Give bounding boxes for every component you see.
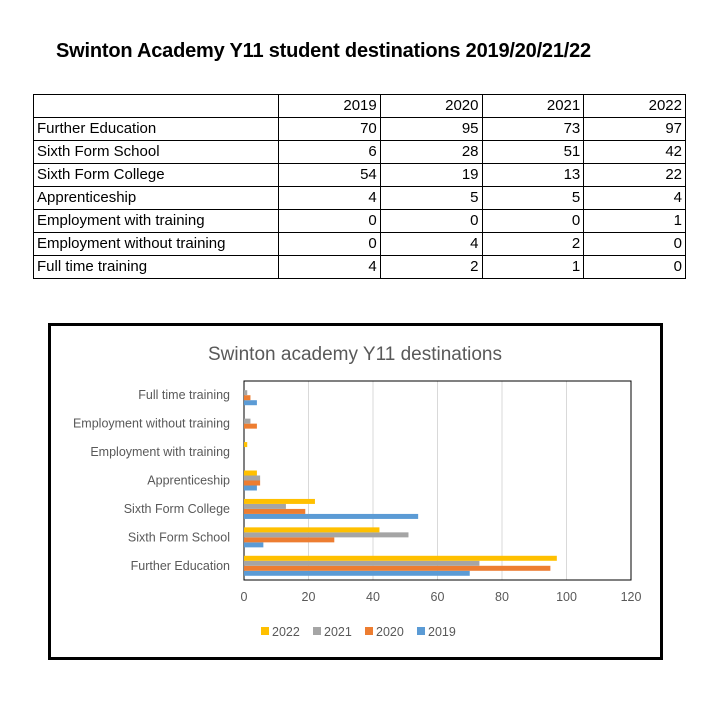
table-cell: 13 — [481, 163, 585, 187]
bar-2022-sixth-form-college — [244, 498, 315, 504]
bar-2020-sixth-form-college — [244, 508, 306, 514]
table-cell: 0 — [379, 209, 483, 233]
bar-2022-apprenticeship — [244, 470, 257, 476]
bar-2019-sixth-form-college — [244, 513, 419, 519]
destinations-table: 2019 2020 2021 2022 Further Education 70… — [33, 94, 686, 279]
table-cell: 95 — [379, 117, 483, 141]
chart-title: Swinton academy Y11 destinations — [208, 344, 502, 365]
bar-2022-sixth-form-school — [244, 527, 380, 533]
table-header-row: 2019 2020 2021 2022 — [33, 94, 686, 118]
bar-2021-further-education — [244, 560, 480, 566]
x-tick-label: 20 — [302, 590, 316, 604]
bar-2020-full-time-training — [244, 395, 251, 401]
legend-swatch-2021 — [313, 627, 321, 635]
row-label: Employment with training — [33, 209, 279, 233]
bar-2019-further-education — [244, 570, 470, 576]
page-heading: Swinton Academy Y11 student destinations… — [56, 40, 591, 62]
row-label: Sixth Form College — [33, 163, 279, 187]
table-cell: 5 — [379, 186, 483, 210]
table-cell: 19 — [379, 163, 483, 187]
bar-2019-sixth-form-school — [244, 542, 264, 548]
table-cell: 5 — [481, 186, 585, 210]
table-row: Further Education 70 95 73 97 — [33, 117, 686, 141]
row-label: Full time training — [33, 255, 279, 279]
table-row: Sixth Form School 6 28 51 42 — [33, 140, 686, 164]
chart-frame: Swinton academy Y11 destinations 0 20 40 60 8… — [48, 323, 663, 660]
x-tick-label: 0 — [241, 590, 248, 604]
bar-2021-employment-without-training — [244, 418, 251, 424]
table-cell: 0 — [278, 232, 381, 256]
category-label: Full time training — [138, 388, 230, 402]
row-label: Sixth Form School — [33, 140, 279, 164]
year-header-2020: 2020 — [379, 94, 483, 118]
legend-label-2021: 2021 — [324, 625, 352, 639]
category-label: Apprenticeship — [147, 474, 230, 488]
table-cell: 22 — [583, 163, 686, 187]
destinations-bar-chart: Swinton academy Y11 destinations 0 20 40 60 8… — [73, 344, 642, 639]
table-row: Sixth Form College 54 19 13 22 — [33, 163, 686, 187]
x-tick-label: 120 — [621, 590, 642, 604]
bar-2021-sixth-form-school — [244, 532, 409, 538]
bar-2020-apprenticeship — [244, 480, 261, 486]
table-cell: 73 — [481, 117, 585, 141]
bar-2019-full-time-training — [244, 400, 257, 406]
table-cell: 6 — [278, 140, 381, 164]
table-cell: 4 — [583, 186, 686, 210]
table-cell: 2 — [481, 232, 585, 256]
table-corner-cell — [33, 94, 279, 118]
legend-label-2019: 2019 — [428, 625, 456, 639]
table-cell: 0 — [481, 209, 585, 233]
bar-2020-employment-without-training — [244, 423, 257, 429]
table-cell: 4 — [379, 232, 483, 256]
table-cell: 2 — [379, 255, 483, 279]
table-cell: 1 — [481, 255, 585, 279]
table-cell: 97 — [583, 117, 686, 141]
year-header-2022: 2022 — [583, 94, 686, 118]
bar-2022-employment-with-training — [244, 442, 248, 448]
table-cell: 4 — [278, 255, 381, 279]
table-cell: 0 — [583, 255, 686, 279]
table-row: Employment with training 0 0 0 1 — [33, 209, 686, 233]
legend-swatch-2022 — [261, 627, 269, 635]
legend-swatch-2020 — [365, 627, 373, 635]
year-header-2021: 2021 — [481, 94, 585, 118]
table-cell: 28 — [379, 140, 483, 164]
table-row: Employment without training 0 4 2 0 — [33, 232, 686, 256]
bar-2020-further-education — [244, 565, 551, 571]
table-cell: 51 — [481, 140, 585, 164]
bar-2021-apprenticeship — [244, 475, 261, 481]
x-tick-label: 80 — [495, 590, 509, 604]
bar-2022-further-education — [244, 555, 557, 561]
legend-label-2020: 2020 — [376, 625, 404, 639]
year-header-2019: 2019 — [278, 94, 381, 118]
table-cell: 4 — [278, 186, 381, 210]
table-cell: 54 — [278, 163, 381, 187]
table-row: Full time training 4 2 1 0 — [33, 255, 686, 279]
category-label: Further Education — [131, 559, 230, 573]
bar-2019-apprenticeship — [244, 485, 257, 491]
table-cell: 0 — [583, 232, 686, 256]
table-cell: 70 — [278, 117, 381, 141]
x-tick-label: 40 — [366, 590, 380, 604]
table-cell: 42 — [583, 140, 686, 164]
category-label: Sixth Form School — [128, 530, 230, 544]
table-cell: 1 — [583, 209, 686, 233]
table-cell: 0 — [278, 209, 381, 233]
bar-2021-full-time-training — [244, 390, 248, 396]
category-label: Sixth Form College — [124, 502, 230, 516]
legend-swatch-2019 — [417, 627, 425, 635]
row-label: Further Education — [33, 117, 279, 141]
x-tick-label: 60 — [431, 590, 445, 604]
row-label: Apprenticeship — [33, 186, 279, 210]
category-label: Employment without training — [73, 417, 230, 431]
bar-2020-sixth-form-school — [244, 537, 335, 543]
table-row: Apprenticeship 4 5 5 4 — [33, 186, 686, 210]
bar-2021-sixth-form-college — [244, 503, 286, 509]
category-label: Employment with training — [90, 445, 230, 459]
legend-label-2022: 2022 — [272, 625, 300, 639]
x-tick-label: 100 — [556, 590, 577, 604]
row-label: Employment without training — [33, 232, 279, 256]
